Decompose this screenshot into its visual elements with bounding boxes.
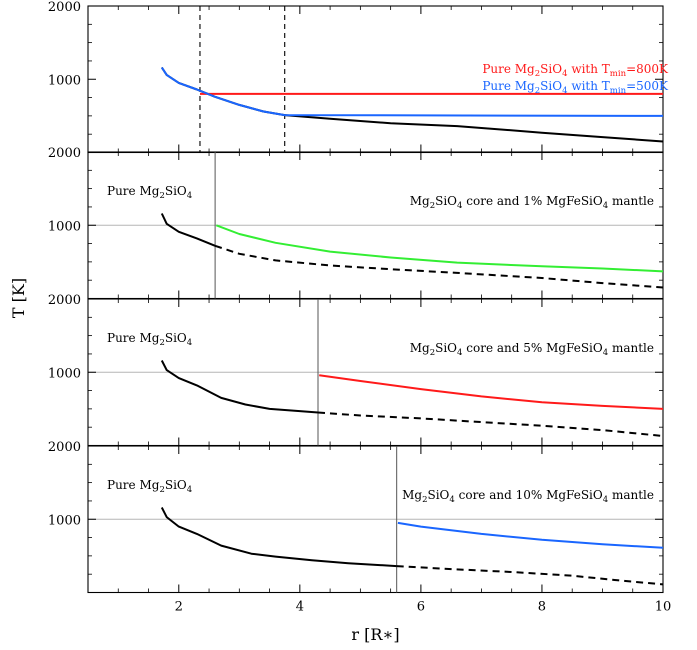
subscript: 2: [422, 495, 427, 505]
subscript: 4: [562, 69, 567, 79]
subscript: 2: [159, 191, 164, 201]
label-fragment: with T: [568, 62, 610, 76]
x-tick-label: 6: [417, 600, 425, 615]
label-fragment: Pure Mg: [482, 79, 535, 93]
subscript: 4: [603, 348, 608, 358]
subscript: 4: [603, 495, 608, 505]
y-tick-label: 1000: [48, 219, 81, 234]
label-fragment: SiO: [165, 184, 187, 198]
y-tick-label: 1000: [48, 366, 81, 381]
y-tick-label: 1000: [48, 513, 81, 528]
y-tick-label: 2000: [48, 146, 81, 161]
series-line: [215, 224, 664, 273]
y-tick-label: 1000: [48, 73, 81, 88]
label-fragment: core and 10% MgFeSiO: [455, 488, 603, 502]
y-tick-label: 2000: [48, 0, 81, 15]
series-line: [160, 213, 216, 247]
series-line: [396, 565, 664, 586]
series-line: [160, 360, 319, 414]
subscript: 4: [449, 495, 454, 505]
subscript: 2: [159, 485, 164, 495]
subscript: 2: [535, 69, 540, 79]
series-line: [214, 244, 664, 289]
subscript: 4: [457, 348, 462, 358]
subscript: 2: [535, 86, 540, 96]
label-fragment: Mg: [410, 341, 430, 355]
series-line: [319, 374, 664, 410]
series-line: [160, 66, 664, 117]
series-line: [160, 507, 397, 568]
y-tick-label: 2000: [48, 440, 81, 455]
label-fragment: =800K: [626, 62, 669, 76]
label-fragment: SiO: [165, 478, 187, 492]
label-fragment: mantle: [608, 194, 654, 208]
label-fragment: Pure Mg: [107, 478, 160, 492]
x-axis-label: r [R∗]: [351, 625, 399, 644]
x-tick-label: 10: [655, 600, 672, 615]
label-fragment: Mg: [410, 194, 430, 208]
x-tick-label: 8: [538, 600, 546, 615]
panel-label-left: Pure Mg2SiO4: [107, 184, 192, 201]
subscript: 4: [562, 86, 567, 96]
panel-label-left: Pure Mg2SiO4: [107, 331, 192, 348]
label-fragment: SiO: [540, 79, 562, 93]
subscript: 4: [187, 338, 192, 348]
y-tick-label: 2000: [48, 293, 81, 308]
panel-label-right: Mg2SiO4 core and 5% MgFeSiO4 mantle: [410, 341, 654, 358]
subscript: 4: [187, 485, 192, 495]
label-fragment: mantle: [608, 341, 654, 355]
subscript: min: [610, 86, 627, 96]
label-fragment: SiO: [435, 194, 457, 208]
label-fragment: SiO: [165, 331, 187, 345]
label-fragment: SiO: [427, 488, 449, 502]
label-fragment: SiO: [435, 341, 457, 355]
series-line: [397, 521, 664, 549]
label-fragment: core and 1% MgFeSiO: [462, 194, 602, 208]
x-tick-label: 2: [175, 600, 183, 615]
panel-label-left: Pure Mg2SiO4: [107, 478, 192, 495]
label-fragment: core and 5% MgFeSiO: [462, 341, 602, 355]
subscript: 2: [430, 201, 435, 211]
label-fragment: Mg: [402, 488, 422, 502]
subscript: 4: [603, 201, 608, 211]
label-fragment: Pure Mg: [107, 331, 160, 345]
subscript: min: [610, 69, 627, 79]
subscript: 2: [430, 348, 435, 358]
label-fragment: =500K: [626, 79, 669, 93]
subscript: 4: [457, 201, 462, 211]
series-line: [317, 411, 664, 437]
label-fragment: SiO: [540, 62, 562, 76]
label-fragment: with T: [568, 79, 610, 93]
label-fragment: Pure Mg: [107, 184, 160, 198]
legend-entry: Pure Mg2SiO4 with Tmin=500K: [482, 79, 669, 96]
panel-label-right: Mg2SiO4 core and 10% MgFeSiO4 mantle: [402, 488, 654, 505]
label-fragment: Pure Mg: [482, 62, 535, 76]
panel-label-right: Mg2SiO4 core and 1% MgFeSiO4 mantle: [410, 194, 654, 211]
subscript: 4: [187, 191, 192, 201]
subscript: 2: [159, 338, 164, 348]
legend-entry: Pure Mg2SiO4 with Tmin=800K: [482, 62, 669, 79]
x-tick-label: 4: [296, 600, 304, 615]
y-axis-label: T [K]: [9, 278, 28, 318]
label-fragment: mantle: [608, 488, 654, 502]
